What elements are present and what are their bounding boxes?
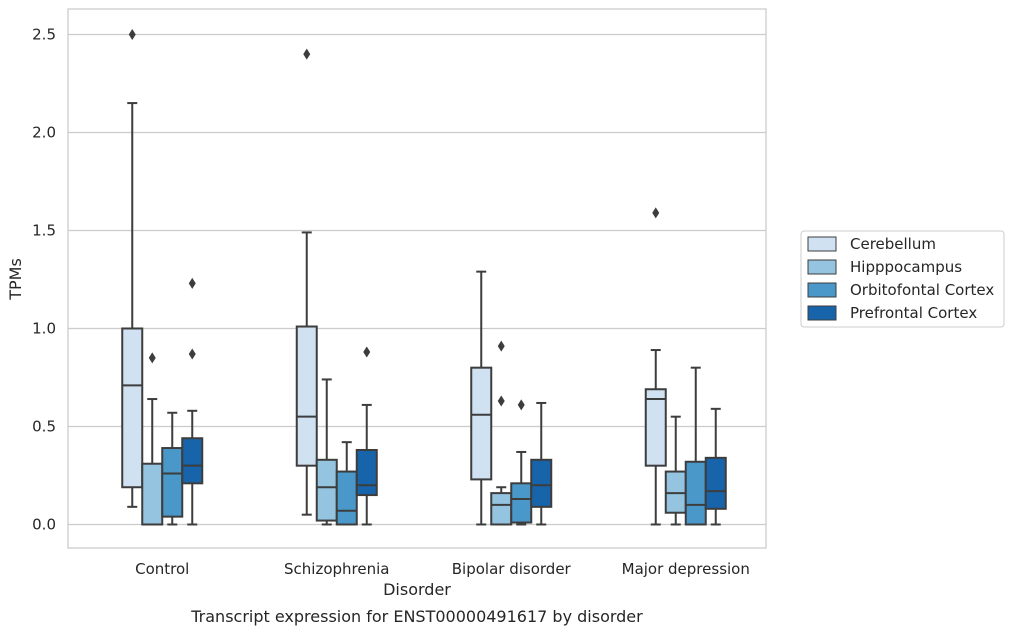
box-body [315,458,338,522]
box-group [644,207,667,526]
box-body [530,458,553,508]
box-body [684,460,707,526]
y-tick-labels: 0.0 0.5 1.0 1.5 2.0 2.5 [32,25,56,533]
x-tick-labels: Control Schizophrenia Bipolar disorder Majo… [135,560,750,578]
legend-swatch [807,282,837,298]
box-body [510,482,533,524]
outlier-point [303,48,311,60]
x-tick-label: Schizophrenia [284,560,389,578]
box-group [181,277,204,526]
legend-items: Cerebellum Hipppocampus Orbitofontal Corte… [807,235,994,322]
y-tick-label: 0.0 [32,515,56,533]
box-body [490,492,513,526]
box-body [181,437,204,485]
y-tick-label: 0.5 [32,417,56,435]
box-body [161,447,184,518]
box-body [121,327,144,489]
box-body [295,325,318,467]
box-body [470,366,493,481]
legend-label: Prefrontal Cortex [850,304,977,322]
legend: Cerebellum Hipppocampus Orbitofontal Corte… [800,230,1005,328]
box-group [704,407,727,526]
box-group [664,415,687,526]
x-tick-label: Major depression [622,560,750,578]
box-body [644,388,667,467]
outlier-point [148,352,156,364]
outlier-point [363,346,371,358]
outlier-point [652,207,660,219]
outlier-point [128,28,136,40]
plot-frame [67,8,767,549]
box-body [355,449,378,497]
box-body [141,462,164,526]
box-group [470,270,493,526]
outlier-point [188,348,196,360]
box-group [315,378,338,526]
legend-swatch [807,259,837,275]
legend-label: Cerebellum [850,235,936,253]
legend-label: Orbitofontal Cortex [850,281,994,299]
x-tick-label: Bipolar disorder [452,560,572,578]
legend-frame [800,230,1005,328]
legend-swatch [807,236,837,252]
chart-caption: Transcript expression for ENST0000049161… [190,607,643,626]
y-tick-label: 2.5 [32,25,56,43]
grid-layer [68,33,766,526]
y-tick-label: 1.5 [32,221,56,239]
box-body [704,456,727,510]
box-group [684,366,707,526]
marks-layer [121,28,727,526]
box-group [295,48,318,516]
outlier-point [517,399,525,411]
box-group [121,28,144,508]
legend-label: Hipppocampus [850,258,962,276]
y-axis-title: TPMs [6,258,25,301]
x-axis-title: Disorder [383,580,451,599]
outlier-point [497,340,505,352]
box-group [141,352,164,526]
box-group [355,346,378,526]
outlier-point [188,277,196,289]
box-group [510,399,533,526]
outlier-point [497,395,505,407]
y-tick-label: 2.0 [32,123,56,141]
box-group [335,441,358,526]
box-group [530,401,553,526]
box-body [335,470,358,526]
box-group [490,340,513,526]
box-group [161,411,184,526]
y-tick-label: 1.0 [32,319,56,337]
legend-swatch [807,305,837,321]
x-tick-label: Control [135,560,189,578]
